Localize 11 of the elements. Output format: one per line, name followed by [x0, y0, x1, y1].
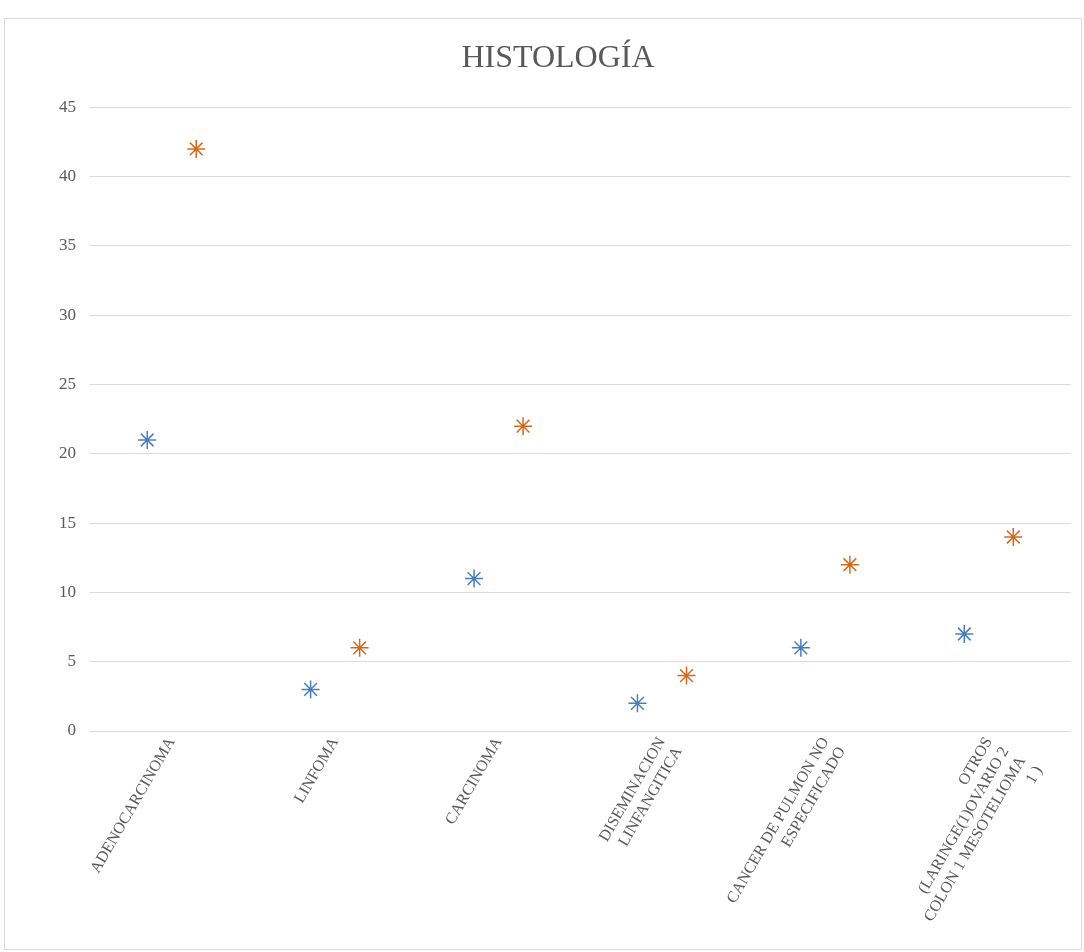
y-tick-label: 25 [59, 374, 76, 394]
y-tick-label: 30 [59, 304, 76, 324]
y-tick-label: 20 [59, 443, 76, 463]
y-tick-label: 40 [59, 166, 76, 186]
y-tick-label: 15 [59, 512, 76, 532]
y-tick-label: 0 [67, 720, 76, 740]
chart-title: HISTOLOGÍA [461, 37, 655, 74]
y-tick-label: 5 [67, 651, 76, 671]
y-tick-label: 10 [59, 581, 76, 601]
y-tick-label: 35 [59, 235, 76, 255]
y-tick-label: 45 [59, 96, 76, 116]
